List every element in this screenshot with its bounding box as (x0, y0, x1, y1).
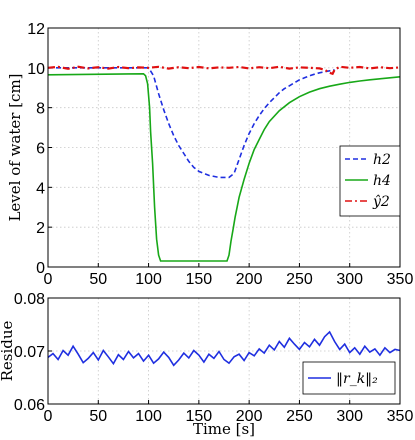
x-tick-label: 350 (387, 408, 414, 425)
y-tick-label: 4 (36, 180, 45, 197)
y-axis-label: Residue (0, 320, 16, 381)
x-tick-label: 150 (186, 408, 213, 425)
y-tick-label: 0.08 (14, 291, 45, 308)
y-tick-label: 10 (27, 61, 45, 78)
x-tick-label: 150 (186, 271, 213, 288)
x-tick-label: 300 (336, 271, 363, 288)
x-tick-label: 300 (336, 408, 363, 425)
legend: ‖r_k‖₂ (302, 361, 396, 395)
y-tick-label: 0.07 (14, 344, 45, 361)
legend-entry-label: h2 (373, 152, 391, 168)
plot-frame (47, 297, 401, 405)
series-line-0 (47, 330, 401, 367)
x-tick-label: 200 (236, 408, 263, 425)
residue-plot: 0 50 100 150 200 250 300 350 0.06 0.07 0.08 Residue… (0, 291, 413, 438)
x-tick-label: 50 (89, 408, 107, 425)
y-tick-label: 0.06 (14, 397, 45, 414)
series-line-1 (47, 72, 401, 262)
legend-entry-label: ‖r_k‖₂ (336, 371, 378, 387)
legend-entry-label: ŷ2 (372, 193, 390, 210)
y-tick-label: 8 (36, 101, 45, 118)
x-tick-label: 350 (387, 271, 414, 288)
legend-box (339, 145, 401, 217)
y-tick-label: 12 (27, 21, 45, 38)
x-tick-label: 100 (135, 271, 162, 288)
y-tick-label: 0 (36, 260, 45, 277)
x-tick-label: 100 (135, 408, 162, 425)
x-tick-label: 0 (44, 271, 53, 288)
x-tick-label: 50 (89, 271, 107, 288)
x-tick-label: 250 (286, 408, 313, 425)
series-line-2 (47, 65, 401, 76)
y-tick-label: 6 (36, 141, 45, 158)
x-tick-label: 0 (44, 408, 53, 425)
legend: h2 h4 ŷ2 (339, 145, 401, 217)
y-axis-label: Level of water [cm] (6, 73, 24, 221)
y-tick-label: 2 (36, 220, 45, 237)
legend-entry-label: h4 (373, 173, 391, 189)
x-axis-label: Time [s] (193, 420, 255, 438)
x-tick-label: 200 (236, 271, 263, 288)
x-tick-label: 250 (286, 271, 313, 288)
water-level-plot: 0 50 100 150 200 250 300 350 0 2 4 6 8 10 12 Level of w… (6, 21, 413, 288)
